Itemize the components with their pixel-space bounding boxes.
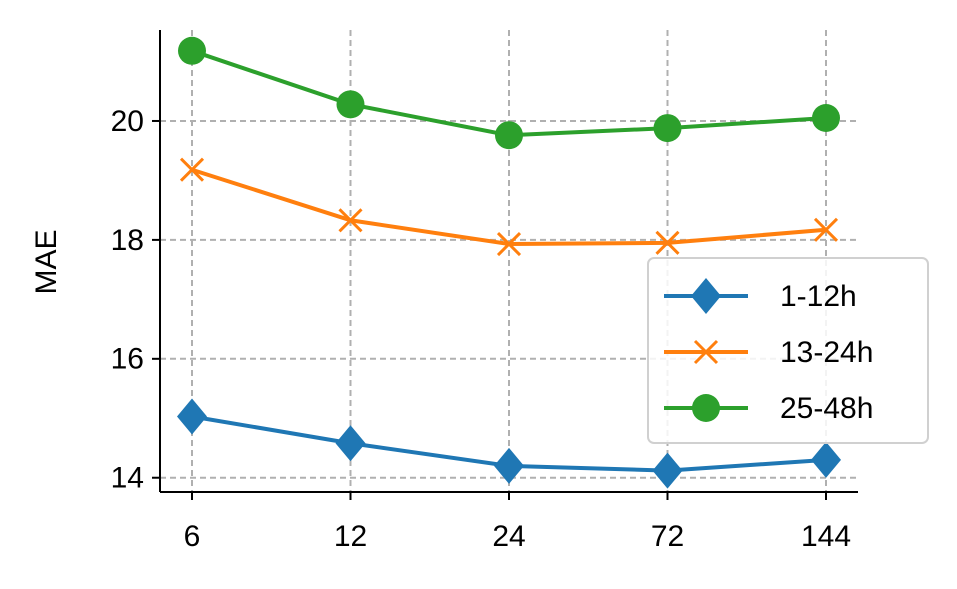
marker: [179, 157, 205, 182]
marker: [811, 441, 841, 478]
y-tick-label: 16: [111, 343, 144, 376]
legend-label: 13-24h: [780, 336, 873, 369]
marker: [336, 90, 365, 119]
legend-label: 1-12h: [780, 280, 857, 313]
legend-label: 25-48h: [780, 392, 873, 425]
marker: [495, 121, 523, 150]
marker: [691, 278, 721, 314]
marker: [812, 104, 840, 132]
marker: [693, 339, 719, 365]
marker: [496, 231, 522, 257]
marker: [335, 425, 366, 462]
marker: [653, 114, 682, 143]
marker: [652, 452, 683, 489]
x-tick-label: 144: [801, 520, 851, 553]
legend-box: [647, 257, 929, 444]
marker: [813, 217, 839, 242]
marker: [338, 208, 363, 233]
marker: [655, 230, 680, 255]
y-tick-label: 18: [111, 224, 144, 257]
marker: [178, 36, 206, 65]
marker: [692, 394, 720, 422]
y-tick-label: 20: [111, 105, 144, 138]
y-axis-label: MAE: [30, 229, 63, 294]
x-tick-label: 6: [184, 520, 201, 553]
y-tick-label: 14: [111, 462, 144, 495]
x-tick-label: 12: [334, 520, 367, 553]
x-tick-label: 24: [492, 520, 525, 553]
x-tick-label: 72: [651, 520, 684, 553]
marker: [177, 398, 207, 435]
marker: [494, 447, 524, 484]
